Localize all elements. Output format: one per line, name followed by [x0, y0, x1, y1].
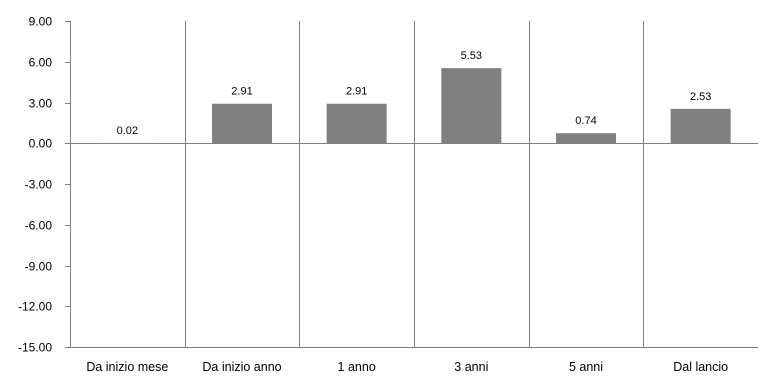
bar	[670, 108, 731, 144]
y-tick-label: -12.00	[18, 300, 52, 314]
bar	[556, 133, 616, 144]
bar-value-label: 0.74	[575, 115, 596, 127]
x-category-label: Dal lancio	[673, 360, 728, 374]
bar-value-label: 2.91	[346, 86, 367, 98]
x-category-label: 3 anni	[454, 360, 488, 374]
x-category-label: Da inizio mese	[86, 360, 168, 374]
y-tick-label: -6.00	[25, 219, 53, 233]
bar	[212, 103, 272, 144]
y-tick-label: -3.00	[25, 178, 53, 192]
x-category-label: 1 anno	[338, 360, 376, 374]
x-axis-labels: Da inizio mese Da inizio anno 1 anno 3 anni…	[86, 360, 728, 374]
y-tick-label: 9.00	[29, 15, 53, 29]
y-axis-ticks: 9.00 6.00 3.00 0.00 -3.00 -6.00 -9.00 -12.00 -15…	[18, 15, 70, 355]
bar-value-label: 2.53	[690, 91, 711, 103]
axes	[70, 21, 758, 348]
bar-value-label: 0.02	[117, 125, 138, 137]
category-separators	[185, 21, 644, 347]
y-tick-label: 6.00	[29, 56, 53, 70]
bar-value-label: 5.53	[461, 50, 482, 62]
bar	[441, 68, 502, 144]
y-tick-label: -9.00	[25, 260, 53, 274]
x-category-label: Da inizio anno	[202, 360, 281, 374]
bar	[326, 103, 387, 144]
bar-value-label: 2.91	[231, 86, 252, 98]
data-labels: 0.02 2.91 2.91 5.53 0.74 2.53	[117, 50, 712, 137]
y-tick-label: 0.00	[29, 137, 53, 151]
x-category-label: 5 anni	[569, 360, 603, 374]
y-tick-label: -15.00	[18, 341, 52, 355]
y-tick-label: 3.00	[29, 97, 53, 111]
